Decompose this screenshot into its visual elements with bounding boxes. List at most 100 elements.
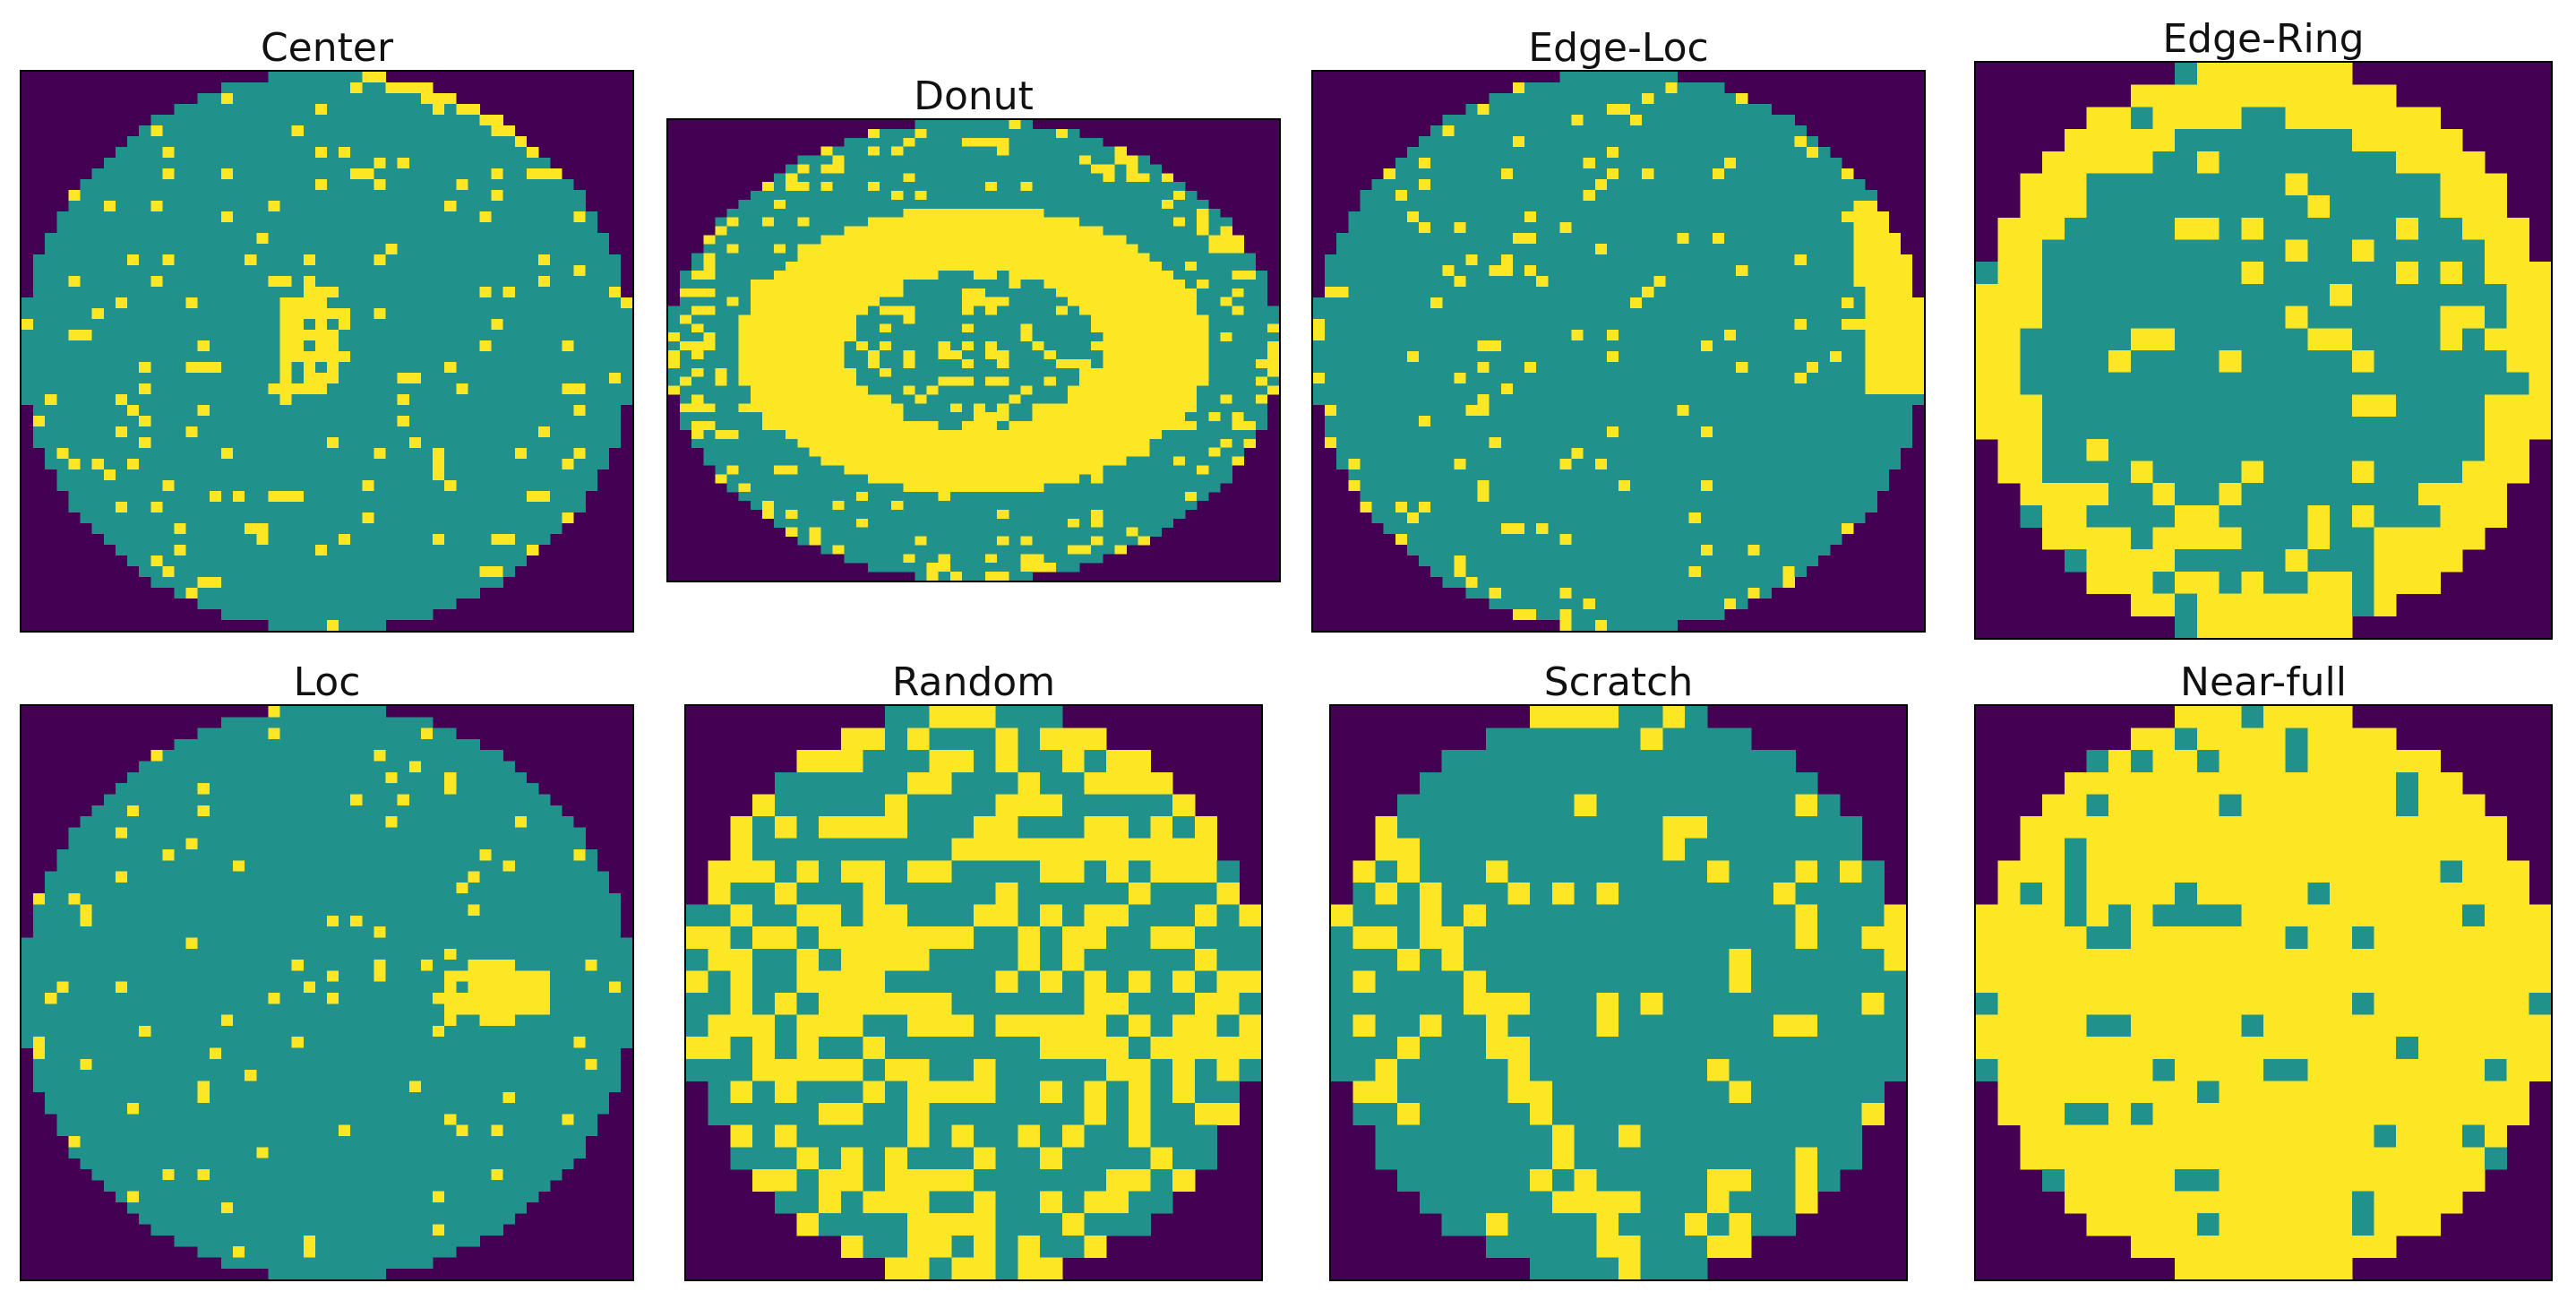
normal-die: [502, 201, 516, 212]
normal-die: [1512, 104, 1525, 116]
normal-die: [526, 276, 539, 288]
normal-die: [45, 297, 57, 309]
normal-die: [408, 115, 422, 126]
normal-die: [397, 297, 410, 309]
normal-die: [1208, 262, 1221, 271]
defect-die: [680, 376, 692, 386]
normal-die: [1806, 222, 1819, 234]
normal-die: [750, 226, 763, 236]
defect-die: [761, 403, 775, 413]
defect-die: [914, 465, 927, 475]
normal-die: [491, 147, 503, 159]
normal-die: [1759, 147, 1772, 159]
defect-die: [997, 536, 1009, 546]
normal-die: [502, 426, 516, 438]
normal-die: [1465, 211, 1478, 223]
defect-die: [786, 403, 798, 413]
normal-die: [514, 383, 528, 395]
defect-die: [1055, 128, 1069, 138]
normal-die: [1606, 179, 1619, 191]
defect-die: [408, 82, 422, 94]
defect-die: [21, 319, 34, 331]
normal-die: [608, 254, 622, 266]
normal-die: [1172, 501, 1186, 511]
defect-die: [279, 394, 292, 406]
defect-die: [786, 306, 798, 315]
normal-die: [1430, 168, 1443, 180]
normal-die: [1806, 168, 1819, 180]
normal-die: [938, 501, 951, 511]
normal-die: [491, 158, 503, 169]
normal-die: [350, 512, 363, 524]
normal-die: [974, 563, 986, 573]
defect-die: [1079, 306, 1092, 315]
normal-die: [339, 383, 351, 395]
normal-die: [680, 385, 692, 395]
normal-die: [256, 297, 269, 309]
normal-die: [680, 297, 692, 306]
defect-die: [350, 168, 363, 180]
normal-die: [1489, 168, 1502, 180]
normal-die: [339, 265, 351, 277]
normal-die: [245, 437, 257, 449]
normal-die: [1712, 265, 1725, 277]
defect-die: [1055, 244, 1069, 254]
normal-die: [926, 137, 939, 147]
normal-die: [914, 120, 927, 130]
normal-die: [174, 158, 186, 169]
normal-die: [867, 323, 880, 333]
defect-die: [91, 308, 105, 320]
normal-die: [573, 394, 586, 406]
normal-die: [1454, 265, 1466, 277]
normal-die: [997, 182, 1009, 192]
normal-die: [1724, 104, 1737, 116]
normal-die: [1665, 125, 1678, 137]
normal-die: [880, 563, 892, 573]
normal-die: [1067, 483, 1080, 493]
normal-die: [1091, 137, 1103, 147]
normal-die: [1220, 429, 1232, 440]
normal-die: [150, 383, 163, 395]
defect-die: [880, 244, 892, 254]
normal-die: [1243, 297, 1257, 306]
normal-die: [268, 136, 280, 148]
normal-die: [1208, 208, 1221, 218]
defect-die: [949, 572, 963, 581]
normal-die: [562, 297, 574, 309]
normal-die: [150, 394, 163, 406]
normal-die: [150, 330, 163, 341]
normal-die: [303, 93, 316, 105]
normal-die: [139, 491, 151, 503]
defect-die: [867, 394, 880, 404]
normal-die: [985, 501, 998, 511]
defect-die: [220, 168, 234, 180]
normal-die: [127, 340, 140, 352]
normal-die: [1197, 474, 1209, 484]
normal-die: [514, 222, 528, 234]
normal-die: [891, 394, 904, 404]
normal-die: [761, 483, 775, 493]
defect-die: [1149, 421, 1163, 431]
normal-die: [926, 412, 939, 422]
normal-die: [433, 158, 445, 169]
normal-die: [550, 201, 562, 212]
normal-die: [949, 155, 963, 165]
normal-die: [408, 362, 422, 374]
defect-die: [279, 319, 292, 331]
normal-die: [433, 179, 445, 191]
normal-die: [1009, 306, 1021, 315]
defect-die: [903, 271, 915, 280]
normal-die: [197, 265, 210, 277]
normal-die: [197, 588, 210, 599]
normal-die: [1454, 115, 1466, 126]
normal-die: [1020, 199, 1033, 210]
normal-die: [197, 351, 210, 363]
normal-die: [1759, 136, 1772, 148]
normal-die: [1114, 465, 1127, 475]
normal-die: [127, 523, 140, 535]
normal-die: [268, 297, 280, 309]
normal-die: [385, 351, 398, 363]
normal-die: [420, 394, 434, 406]
defect-die: [1232, 271, 1244, 280]
defect-die: [938, 376, 951, 386]
